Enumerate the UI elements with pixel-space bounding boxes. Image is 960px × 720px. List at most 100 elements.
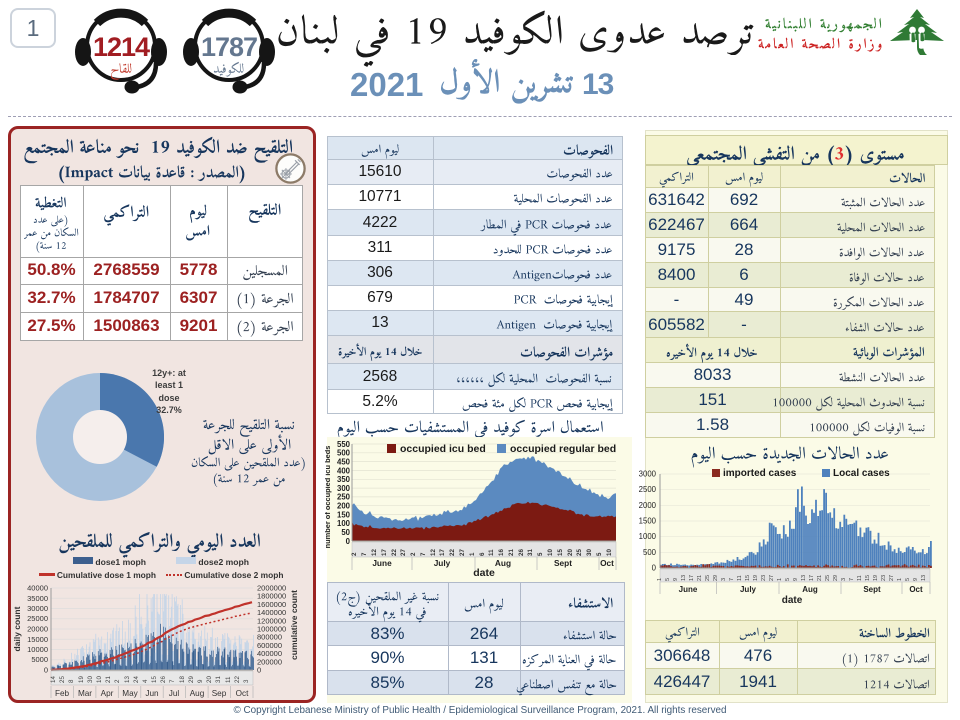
svg-text:1500: 1500	[639, 517, 657, 526]
svg-text:19: 19	[873, 575, 879, 581]
svg-text:1000000: 1000000	[257, 625, 286, 634]
svg-text:Oct: Oct	[236, 689, 249, 698]
svg-text:2000: 2000	[639, 501, 657, 510]
svg-text:1: 1	[777, 578, 783, 581]
svg-text:5000: 5000	[31, 655, 48, 664]
svg-text:10: 10	[547, 549, 554, 556]
svg-text:date: date	[782, 595, 803, 605]
svg-text:Jun: Jun	[145, 689, 159, 698]
svg-text:31: 31	[527, 549, 534, 556]
svg-text:26: 26	[518, 549, 525, 556]
svg-text:350: 350	[337, 475, 351, 484]
svg-text:occupied icu bed: occupied icu bed	[400, 443, 486, 455]
svg-text:25000: 25000	[27, 614, 48, 623]
svg-text:number of occupied icu beds: number of occupied icu beds	[325, 446, 332, 549]
svg-text:Aug: Aug	[495, 558, 511, 568]
svg-text:9: 9	[793, 578, 799, 581]
svg-text:500: 500	[337, 449, 351, 458]
svg-text:15: 15	[865, 575, 871, 581]
svg-text:250: 250	[337, 493, 351, 502]
svg-text:800000: 800000	[257, 633, 282, 642]
svg-text:300: 300	[337, 484, 351, 493]
svg-text:May: May	[122, 689, 138, 698]
svg-text:10: 10	[606, 549, 613, 556]
svg-text:16: 16	[498, 549, 505, 556]
svg-text:27: 27	[459, 549, 466, 556]
svg-text:13: 13	[124, 676, 131, 683]
svg-text:cumulative count: cumulative count	[289, 590, 299, 660]
svg-text:1: 1	[469, 552, 476, 556]
svg-text:22: 22	[234, 676, 241, 683]
svg-text:29: 29	[833, 575, 839, 581]
svg-text:22: 22	[449, 549, 456, 556]
svg-text:occupied regular bed: occupied regular bed	[510, 443, 616, 455]
svg-text:19: 19	[753, 575, 759, 581]
svg-text:0: 0	[44, 666, 48, 675]
svg-text:5: 5	[785, 578, 791, 581]
svg-text:21: 21	[817, 575, 823, 581]
svg-text:7: 7	[169, 679, 176, 683]
svg-text:Feb: Feb	[55, 689, 70, 698]
svg-text:2000000: 2000000	[257, 584, 286, 593]
svg-text:25: 25	[59, 676, 66, 683]
svg-text:30000: 30000	[27, 604, 48, 613]
svg-text:June: June	[679, 585, 698, 594]
svg-text:1200000: 1200000	[257, 616, 286, 625]
svg-text:29: 29	[713, 575, 719, 581]
svg-text:21: 21	[508, 549, 515, 556]
svg-text:Apr: Apr	[101, 689, 114, 698]
svg-text:500: 500	[643, 548, 657, 557]
svg-text:15: 15	[151, 676, 158, 683]
svg-text:1000: 1000	[639, 532, 657, 541]
svg-text:7: 7	[361, 552, 368, 556]
svg-text:20000: 20000	[27, 625, 48, 634]
svg-text:4: 4	[142, 679, 149, 683]
svg-text:21: 21	[697, 575, 703, 581]
svg-text:Sept: Sept	[863, 585, 881, 594]
svg-text:3: 3	[841, 578, 847, 581]
svg-text:Local cases: Local cases	[833, 468, 890, 479]
svg-text:17: 17	[689, 575, 695, 581]
svg-text:1: 1	[657, 578, 663, 581]
svg-text:3: 3	[243, 679, 250, 683]
svg-text:13: 13	[681, 575, 687, 581]
svg-text:35000: 35000	[27, 594, 48, 603]
svg-text:11: 11	[225, 676, 232, 683]
svg-text:40000: 40000	[27, 584, 48, 593]
svg-text:2: 2	[410, 552, 417, 556]
svg-text:5: 5	[665, 578, 671, 581]
svg-text:200000: 200000	[257, 657, 282, 666]
svg-text:550: 550	[337, 440, 351, 449]
svg-text:7: 7	[849, 578, 855, 581]
svg-text:450: 450	[337, 457, 351, 466]
svg-text:7: 7	[420, 552, 427, 556]
svg-text:31: 31	[215, 676, 222, 683]
svg-text:23: 23	[761, 575, 767, 581]
svg-text:27: 27	[400, 549, 407, 556]
svg-text:Aug: Aug	[802, 585, 818, 594]
svg-text:Aug: Aug	[190, 689, 205, 698]
svg-text:100: 100	[337, 519, 351, 528]
svg-text:5: 5	[905, 578, 911, 581]
svg-text:15: 15	[745, 575, 751, 581]
svg-text:14: 14	[50, 676, 57, 683]
svg-text:6: 6	[479, 552, 486, 556]
svg-text:20: 20	[206, 676, 213, 683]
svg-text:3000: 3000	[639, 470, 657, 479]
svg-text:Jul: Jul	[169, 689, 180, 698]
svg-text:15000: 15000	[27, 635, 48, 644]
svg-text:9: 9	[673, 578, 679, 581]
svg-text:11: 11	[857, 575, 863, 581]
svg-text:1600000: 1600000	[257, 600, 286, 609]
svg-text:19: 19	[78, 676, 85, 683]
svg-text:daily count: daily count	[12, 606, 22, 651]
svg-text:June: June	[372, 558, 392, 568]
svg-text:27: 27	[889, 575, 895, 581]
svg-text:0: 0	[257, 666, 261, 675]
svg-text:150: 150	[337, 510, 351, 519]
svg-text:27: 27	[769, 575, 775, 581]
svg-text:11: 11	[488, 549, 495, 556]
svg-text:8: 8	[68, 679, 75, 683]
svg-text:25: 25	[576, 549, 583, 556]
svg-text:Sept: Sept	[554, 558, 572, 568]
